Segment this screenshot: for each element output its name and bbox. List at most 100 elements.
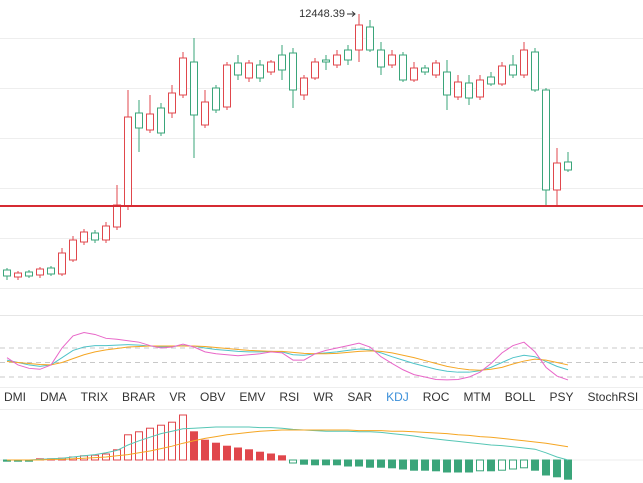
candle-body [300,77,308,96]
histogram-bar [410,459,418,471]
histogram-bar [355,459,363,467]
candle-body [113,204,121,228]
indicator-tab[interactable]: VR [169,390,186,404]
candle-body [333,54,341,66]
candle-body [212,87,220,111]
candle-body [234,62,242,76]
histogram-bar [465,459,473,473]
candle-body [91,232,99,241]
histogram-bar [476,459,484,472]
candle-body [355,24,363,51]
histogram-bar [399,459,407,470]
indicator-tab[interactable]: WR [313,390,333,404]
indicator-tab[interactable]: DMI [4,390,26,404]
max-price-label: 12448.39 [299,8,345,20]
histogram-bar [454,459,462,473]
candle-body [377,49,385,68]
indicator-tab[interactable]: TRIX [81,390,108,404]
candle-body [168,92,176,114]
histogram-bar [443,459,451,473]
candle-body [498,65,506,85]
histogram-bar [553,459,561,478]
candle-body [3,269,11,277]
candle-body [553,162,561,191]
histogram-bar [300,459,308,465]
histogram-bar [256,451,264,461]
candle-body [124,116,132,207]
histogram-bar [487,459,495,472]
indicator-line [7,426,569,461]
candle-body [278,54,286,71]
histogram-bar [168,421,176,461]
candle-body [58,252,66,275]
histogram-bar [278,455,286,461]
candle-body [157,107,165,134]
indicator-line [7,429,569,461]
candle-body [443,71,451,96]
candle-body [223,64,231,108]
histogram-bar [388,459,396,469]
indicator-tab[interactable]: DMA [40,390,67,404]
indicator-tab[interactable]: BOLL [505,390,536,404]
candle-body [542,89,550,191]
indicator-tab[interactable]: OBV [200,390,225,404]
candle-body [399,54,407,81]
candle-body [465,82,473,99]
histogram-bar [234,447,242,461]
candle-body [14,272,22,278]
candle-body [25,271,33,277]
histogram-bar [531,459,539,471]
histogram-bar [421,459,429,471]
max-arrow [347,11,356,17]
candle-body [190,61,198,116]
indicator-line [6,332,569,381]
candle-body [366,26,374,51]
histogram-bar [179,414,187,461]
candle-body [256,64,264,79]
histogram-bar [366,459,374,468]
histogram-bar [542,459,550,476]
candle-body [410,67,418,81]
histogram-bar [311,459,319,466]
candle-body [432,62,440,76]
indicator-tab[interactable]: MTM [463,390,490,404]
candle-body [564,161,572,171]
indicator-tab[interactable]: RSI [279,390,299,404]
indicator-line [6,344,569,373]
candle-body [487,76,495,85]
indicator-tab[interactable]: SAR [347,390,372,404]
histogram-bar [124,434,132,461]
candle-body [201,101,209,126]
candle-body [36,268,44,276]
candle-body [102,225,110,241]
indicator-tab[interactable]: StochRSI [587,390,638,404]
candle-body [47,267,55,275]
histogram-bar [201,439,209,461]
candle-body [69,239,77,261]
histogram-bar [223,445,231,461]
candle-body [476,79,484,98]
candle-body [80,231,88,243]
candle-body [509,64,517,76]
candle-body [179,57,187,96]
histogram-bar [322,459,330,466]
histogram-bar [344,459,352,467]
candle-body [267,61,275,73]
indicator-tab[interactable]: ROC [423,390,450,404]
candle-body [146,113,154,131]
histogram-bar [520,459,528,469]
indicator-tab[interactable]: EMV [239,390,265,404]
histogram-bar [146,427,154,461]
candle-body [311,61,319,79]
histogram-bar [509,459,517,470]
indicator-tab[interactable]: BRAR [122,390,156,404]
indicator-tab[interactable]: PSY [549,390,573,404]
candle-body [388,54,396,66]
indicator-tab[interactable]: KDJ [386,390,409,404]
histogram-bar [135,431,143,461]
histogram-bar [157,424,165,461]
histogram-bar [377,459,385,468]
candle-body [344,49,352,61]
candle-body [289,52,297,91]
